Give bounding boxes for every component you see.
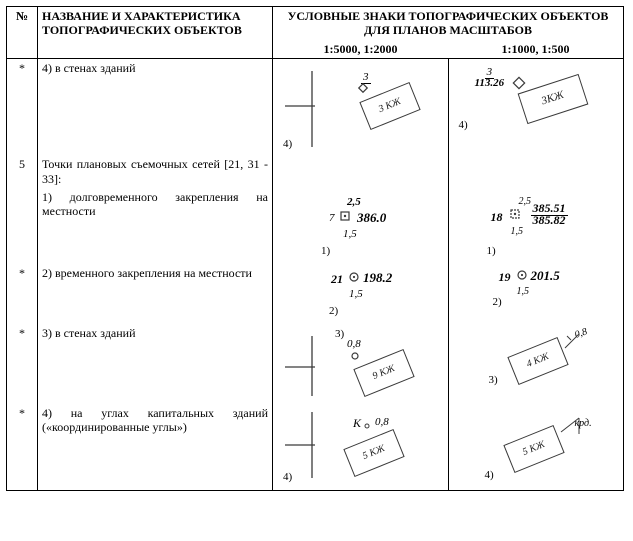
r51a-bot: 1,5 (343, 228, 357, 241)
row-4-text: 4) в стенах зданий (38, 59, 273, 156)
row-5-sym-b (448, 155, 624, 188)
r52b-sub: 2) (493, 296, 502, 309)
r52b-left: 19 (499, 270, 511, 284)
row-5-2-text: 2) временного закрепления на местности (38, 264, 273, 324)
row-5-4-mark: * (7, 404, 38, 491)
header-symbols: УСЛОВНЫЕ ЗНАКИ ТОПОГРАФИЧЕСКИХ ОБЪЕКТОВ … (273, 7, 624, 40)
r54b-building: 5 КЖ (503, 425, 564, 473)
r52b-bot: 1,5 (517, 286, 530, 298)
row-4-symbol-a: 3 3 КЖ 4) (273, 59, 449, 156)
row-5-4-sym-a: К 0,8 5 КЖ 4) (273, 404, 449, 491)
r51b-fb: 385.82 (531, 213, 568, 227)
topographic-symbols-table: № НАЗВАНИЕ И ХАРАКТЕРИСТИКА ТОПОГРАФИЧЕС… (6, 6, 624, 491)
r51b-sub: 1) (487, 245, 496, 258)
row-5-2-sym-a: 21 198.2 1,5 2) (273, 264, 449, 324)
r51a-val: 386.0 (357, 210, 386, 226)
r4a-B-subnum: 4) (459, 119, 468, 132)
r54a-lab: К (353, 416, 361, 430)
row-5-1: 1) долговременного закрепления на местно… (7, 188, 624, 264)
row-5-1-sym-a: 2,5 7 386.0 1,5 1) (273, 188, 449, 264)
header-scale-a: 1:5000, 1:2000 (273, 40, 449, 59)
r52a-sub: 2) (329, 305, 338, 318)
header-num: № (7, 7, 38, 59)
row-4-mark: * (7, 59, 38, 156)
row-5-3-text: 3) в стенах зданий (38, 324, 273, 404)
r53a-building: 9 КЖ (353, 349, 414, 397)
row-5-sym-a (273, 155, 449, 188)
row-5-3-sym-b: 0,8 4 КЖ 3) (448, 324, 624, 404)
r53a-dim: 0,8 (347, 338, 361, 351)
row-5-3-mark: * (7, 324, 38, 404)
r4a-A-subnum: 4) (283, 138, 292, 151)
r54a-dim: 0,8 (375, 416, 389, 429)
r51a-sub: 1) (321, 245, 330, 258)
r52a-val: 198.2 (363, 270, 392, 286)
row-5-4: * 4) на углах капитальных зданий («коорд… (7, 404, 624, 491)
row-5-title: 5 Точки плановых съемочных сетей [21, 31… (7, 155, 624, 188)
r51a-left: 7 (329, 212, 335, 225)
r54b-sub: 4) (485, 469, 494, 482)
row-4-walls: * 4) в стенах зданий 3 3 КЖ 4) 3 113.26 … (7, 59, 624, 156)
row-5-2: * 2) временного закрепления на местности… (7, 264, 624, 324)
r54a-sub: 4) (283, 471, 292, 484)
row-5-3: * 3) в стенах зданий 3) 0,8 9 КЖ 0,8 4 К… (7, 324, 624, 404)
r4a-B-building: 3КЖ (517, 74, 588, 124)
row-5-mark: 5 (7, 155, 38, 188)
header-row-1: № НАЗВАНИЕ И ХАРАКТЕРИСТИКА ТОПОГРАФИЧЕС… (7, 7, 624, 40)
header-name: НАЗВАНИЕ И ХАРАКТЕРИСТИКА ТОПОГРАФИЧЕСКИ… (38, 7, 273, 59)
row-5-1-mark (7, 188, 38, 264)
r4a-A-frac-top: 3 (361, 71, 371, 84)
r53a-sub: 3) (335, 328, 344, 341)
r52a-left: 21 (331, 272, 343, 286)
r52b-val: 201.5 (531, 268, 560, 284)
row-5-4-text: 4) на углах капитальных зданий («координ… (38, 404, 273, 491)
r54a-building: 5 КЖ (343, 429, 404, 477)
row-5-2-mark: * (7, 264, 38, 324)
r52a-bot: 1,5 (349, 288, 363, 301)
row-5-2-sym-b: 19 201.5 1,5 2) (448, 264, 624, 324)
r4a-B-frac-bot: 113.26 (473, 77, 507, 89)
row-5-1-sym-b: 2,5 18 385.51 385.82 1,5 1) (448, 188, 624, 264)
row-4-symbol-b: 3 113.26 3КЖ 4) (448, 59, 624, 156)
row-5-3-sym-a: 3) 0,8 9 КЖ (273, 324, 449, 404)
r53b-building: 4 КЖ (507, 337, 568, 385)
r54b-lab: крд. (575, 418, 592, 430)
row-5-1-text: 1) долговременного закрепления на местно… (38, 188, 273, 264)
row-5-text: Точки плановых съемочных сетей [21, 31 -… (38, 155, 273, 188)
row-5-4-sym-b: крд. 5 КЖ 4) (448, 404, 624, 491)
r51b-top: 2,5 (519, 196, 532, 208)
r51b-bot: 1,5 (511, 226, 524, 238)
header-scale-b: 1:1000, 1:500 (448, 40, 624, 59)
r51b-left: 18 (491, 210, 503, 224)
r53b-sub: 3) (489, 374, 498, 387)
r51a-top: 2,5 (347, 196, 361, 209)
